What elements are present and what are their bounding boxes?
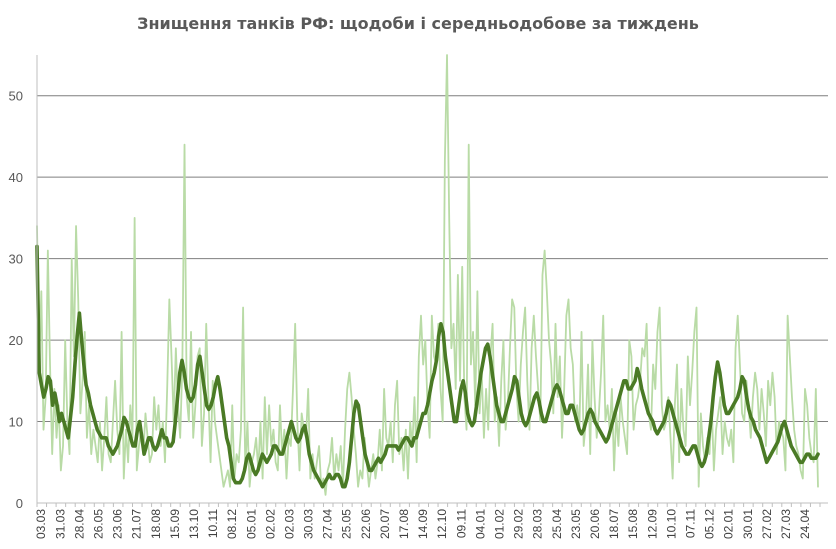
x-tick-label: 18.08 <box>149 509 163 539</box>
x-tick-label: 24.04 <box>798 509 812 539</box>
x-tick-label: 21.07 <box>130 509 144 539</box>
x-tick-label: 14.09 <box>416 509 430 539</box>
x-tick-label: 01.02 <box>493 509 507 539</box>
x-tick-label: 22.06 <box>359 509 373 539</box>
y-tick-label: 20 <box>9 333 23 348</box>
x-tick-label: 04.01 <box>473 509 487 539</box>
x-tick-label: 29.02 <box>512 509 526 539</box>
x-tick-label: 26.05 <box>91 509 105 539</box>
x-tick-label: 30.01 <box>741 509 755 539</box>
x-tick-label: 13.10 <box>187 509 201 539</box>
x-tick-label: 10.10 <box>664 509 678 539</box>
y-tick-label: 50 <box>9 89 23 104</box>
x-tick-label: 25.04 <box>550 509 564 539</box>
y-tick-label: 0 <box>16 496 23 511</box>
series-layer <box>35 54 820 496</box>
x-tick-label: 28.03 <box>531 509 545 539</box>
x-tick-label: 09.11 <box>454 509 468 538</box>
x-tick-label: 27.02 <box>760 509 774 539</box>
x-tick-label: 27.03 <box>779 509 793 539</box>
x-axis: 03.03 31.03 28.04 26.05 23.06 21.07 18.08 15.09… <box>34 502 828 539</box>
x-tick-label: 15.09 <box>168 509 182 539</box>
x-tick-label: 23.06 <box>111 509 125 539</box>
x-tick-label: 23.05 <box>569 509 583 539</box>
x-tick-label: 02.02 <box>263 509 277 539</box>
y-axis: 0 10 20 30 40 50 <box>9 55 38 511</box>
x-tick-label: 18.07 <box>607 509 621 539</box>
x-tick-label: 10.11 <box>206 509 220 538</box>
series-line-daily <box>36 54 819 496</box>
x-tick-label: 05.12 <box>703 509 717 539</box>
x-tick-label: 31.03 <box>53 509 67 539</box>
x-tick-label: 07.11 <box>684 509 698 538</box>
x-tick-label: 08.12 <box>225 509 239 539</box>
x-tick-label: 17.08 <box>397 509 411 539</box>
y-tick-label: 40 <box>9 170 23 185</box>
x-tick-label: 20.07 <box>378 509 392 539</box>
x-tick-label: 27.04 <box>321 509 335 539</box>
x-tick-label: 20.06 <box>588 509 602 539</box>
x-tick-label: 02.01 <box>722 509 736 539</box>
x-tick-label: 30.03 <box>302 509 316 539</box>
x-tick-label: 03.03 <box>34 509 48 539</box>
x-tick-label: 05.01 <box>244 509 258 539</box>
x-tick-label: 12.09 <box>645 509 659 539</box>
series-line-weekly-average <box>35 244 820 489</box>
x-tick-label: 28.04 <box>72 509 86 539</box>
x-tick-label: 12.10 <box>435 509 449 539</box>
chart-title: Знищення танків РФ: щодоби і середньодоб… <box>137 14 699 33</box>
x-tick-label: 25.05 <box>340 509 354 539</box>
y-tick-label: 10 <box>9 415 23 430</box>
x-tick-label: 02.03 <box>282 509 296 539</box>
x-tick-label: 15.08 <box>626 509 640 539</box>
y-tick-label: 30 <box>9 252 23 267</box>
